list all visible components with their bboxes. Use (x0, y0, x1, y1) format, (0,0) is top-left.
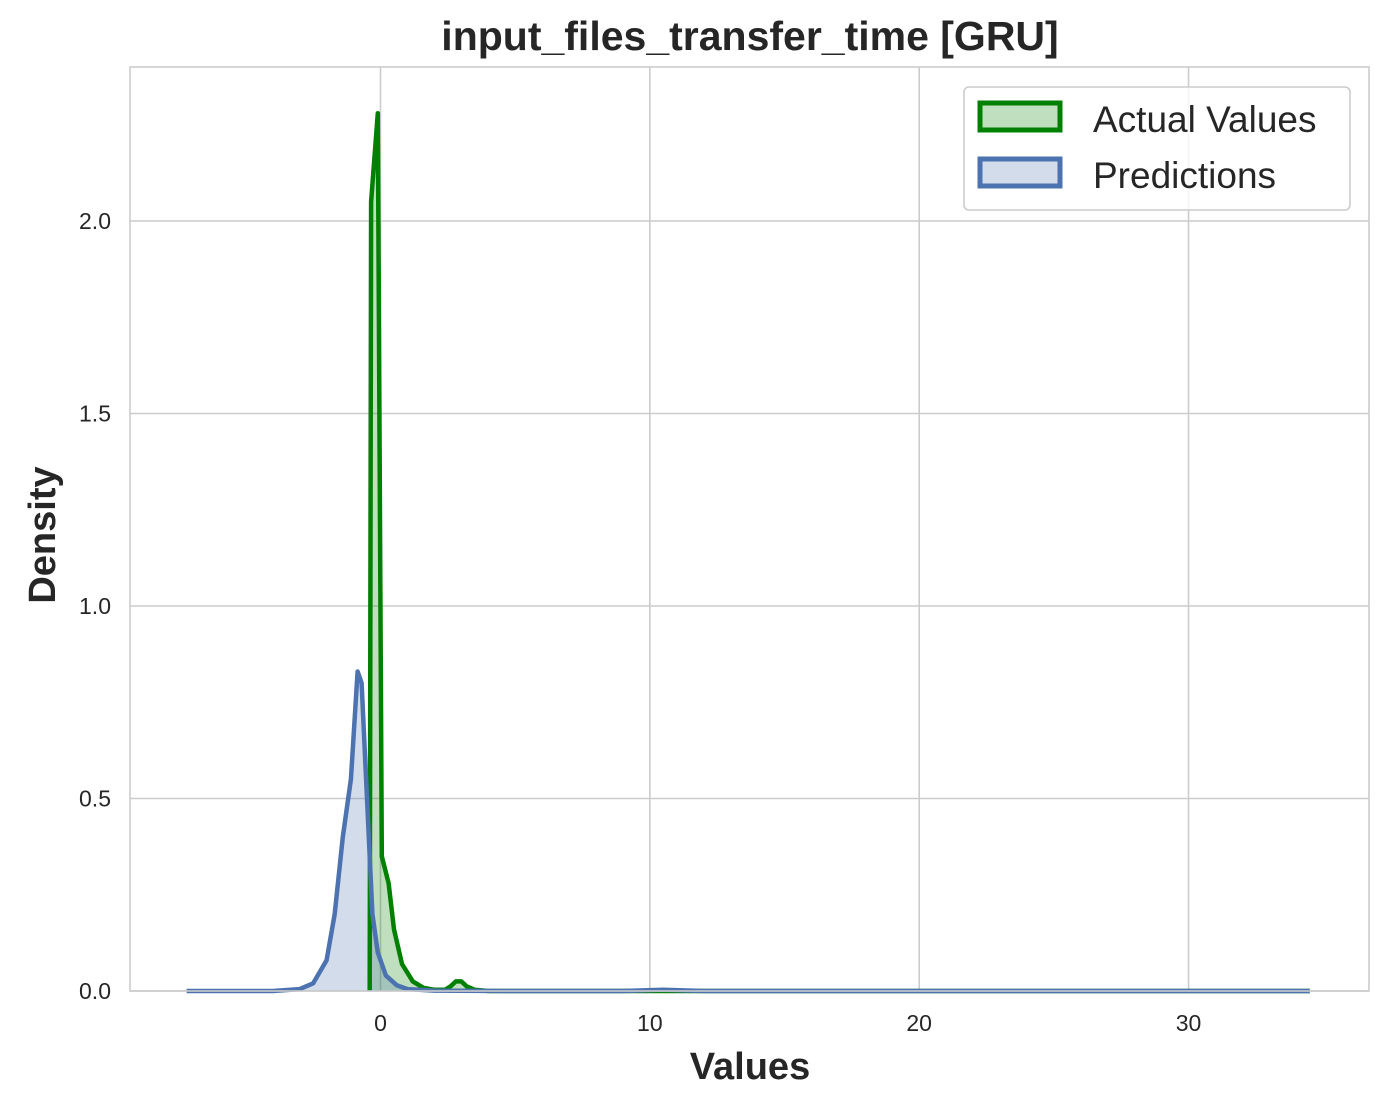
area-fill-actual-values (369, 113, 1310, 991)
x-tick-label: 30 (1176, 1010, 1202, 1036)
y-axis-label: Density (22, 466, 64, 603)
x-tick-label: 0 (374, 1010, 387, 1036)
y-tick-label: 1.5 (79, 401, 111, 427)
density-line-actual-values (367, 110, 1310, 994)
y-tick-label: 1.0 (79, 593, 111, 619)
y-tick-labels: 0.0 0.5 1.0 1.5 2.0 (79, 208, 111, 1004)
series-fills (186, 113, 1310, 991)
chart-title: input_files_transfer_time [GRU] (441, 13, 1058, 59)
y-tick-label: 0.5 (79, 786, 111, 812)
x-tick-label: 10 (637, 1010, 663, 1036)
x-axis-label: Values (690, 1046, 810, 1088)
legend-swatch-predictions (977, 156, 1063, 189)
x-tick-label: 20 (906, 1010, 932, 1036)
legend: Actual Values Predictions (963, 86, 1351, 211)
y-tick-label: 2.0 (79, 208, 111, 234)
legend-swatch-actual-values (977, 100, 1063, 133)
y-tick-label: 0.0 (79, 978, 111, 1004)
legend-label-predictions: Predictions (1093, 155, 1276, 196)
plot-frame (129, 66, 1370, 992)
x-tick-labels: 0 10 20 30 (374, 1010, 1201, 1036)
legend-label-actual-values: Actual Values (1093, 99, 1317, 140)
